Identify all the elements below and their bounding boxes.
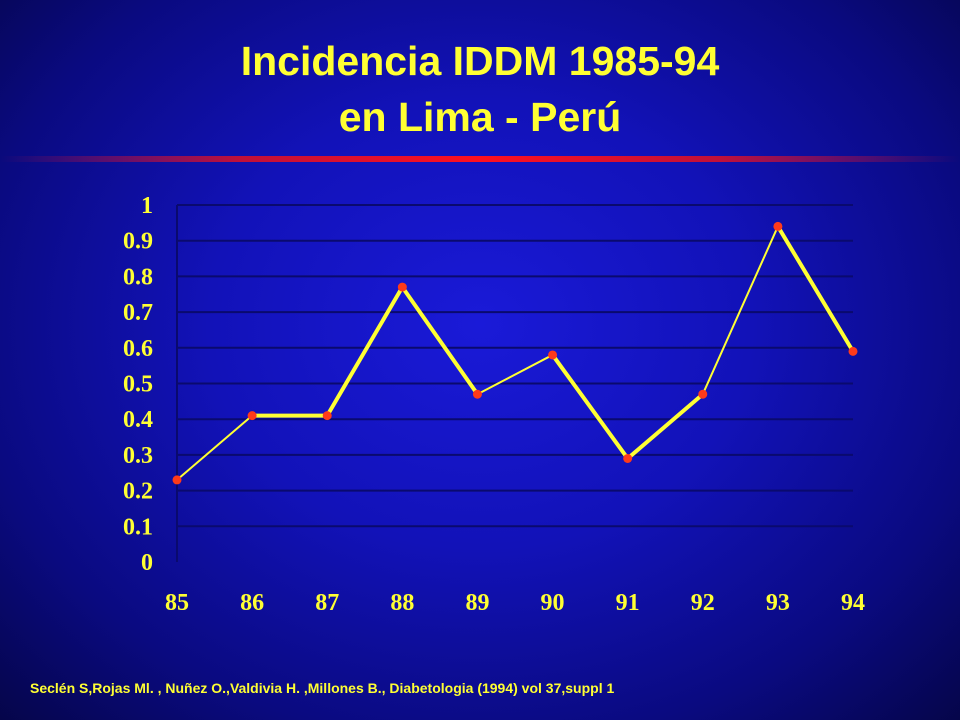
x-tick-label: 94 (841, 590, 865, 616)
y-tick-label: 0.6 (123, 336, 153, 362)
data-point (397, 282, 407, 292)
x-tick-label: 85 (165, 590, 189, 616)
y-tick-label: 1 (141, 193, 153, 219)
y-tick-labels: 0 0.1 0.2 0.3 0.4 0.5 0.6 0.7 0.8 0.9 1 (123, 193, 153, 576)
line-segment (550, 352, 630, 461)
x-tick-label: 89 (465, 590, 489, 616)
y-tick-label: 0.3 (123, 443, 153, 469)
y-tick-label: 0.7 (123, 300, 153, 326)
citation: Seclén S,Rojas Ml. , Nuñez O.,Valdivia H… (30, 680, 615, 696)
title-line-2: en Lima - Perú (338, 94, 622, 140)
y-tick-label: 0.1 (123, 514, 153, 540)
data-point (472, 389, 482, 399)
y-tick-label: 0.8 (123, 264, 153, 290)
line-segment (775, 224, 855, 354)
line-segment (400, 285, 480, 397)
series-markers (172, 221, 858, 485)
y-tick-label: 0.9 (123, 229, 153, 255)
gridlines (177, 204, 853, 528)
series-line (176, 224, 855, 481)
line-segment (325, 285, 405, 418)
x-tick-label: 88 (390, 590, 414, 616)
data-point (698, 389, 708, 399)
x-tick-label: 87 (315, 590, 339, 616)
title-line-1: Incidencia IDDM 1985-94 (240, 38, 720, 84)
data-point (548, 350, 558, 360)
title-divider (0, 156, 960, 162)
data-point (322, 411, 332, 421)
x-tick-label: 86 (240, 590, 264, 616)
x-tick-label: 93 (766, 590, 790, 616)
y-tick-label: 0.2 (123, 479, 153, 505)
data-point (623, 453, 633, 463)
data-point (773, 221, 783, 231)
x-tick-label: 92 (691, 590, 715, 616)
data-point (247, 411, 257, 421)
line-segment (476, 353, 554, 396)
line-segment (625, 392, 705, 461)
y-tick-label: 0 (141, 550, 153, 576)
data-point (848, 346, 858, 356)
line-segment (701, 225, 779, 396)
y-tick-label: 0.5 (123, 372, 153, 398)
y-tick-label: 0.4 (123, 407, 153, 433)
data-point (172, 475, 182, 485)
x-tick-label: 90 (541, 590, 565, 616)
x-tick-label: 91 (616, 590, 640, 616)
x-tick-labels: 85 86 87 88 89 90 91 92 93 94 (165, 590, 865, 616)
line-segment (176, 414, 254, 481)
